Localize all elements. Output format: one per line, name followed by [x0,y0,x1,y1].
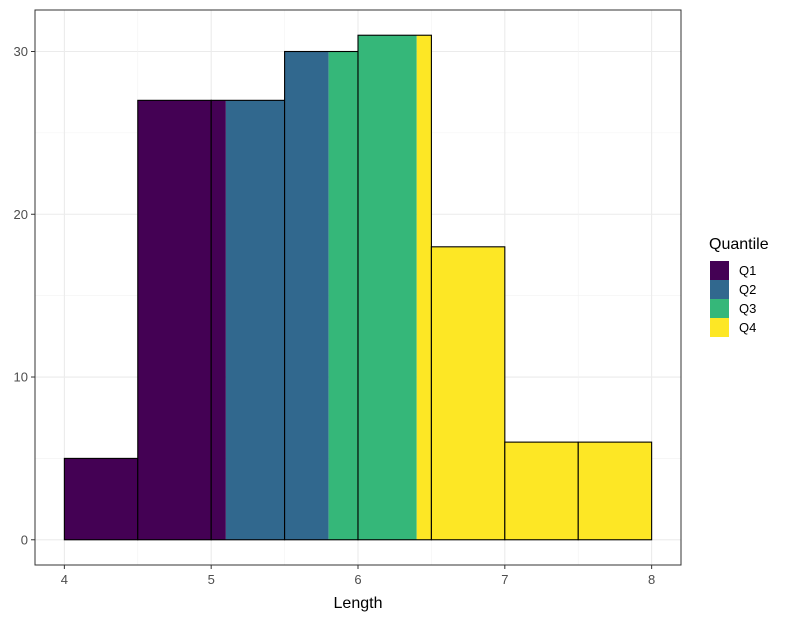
y-tick-label: 30 [14,44,28,59]
bars-group [63,34,653,541]
legend-items: Q1 Q2 Q3 Q4 [710,261,756,337]
histogram-bar-fill-q2 [225,100,285,540]
histogram-bar-fill-q4 [504,442,579,540]
histogram-bar [430,246,506,541]
legend-label-q4: Q4 [739,320,756,335]
x-tick-label: 4 [61,572,68,587]
histogram-bar-fill-q3 [358,35,417,540]
legend-key-q1 [710,261,729,280]
legend-label-q2: Q2 [739,282,756,297]
legend-key-q3 [710,299,729,318]
histogram-bar-fill-q1 [137,100,212,540]
x-tick-label: 8 [648,572,655,587]
legend: Quantile Q1 Q2 Q3 Q4 [709,236,769,337]
histogram-bar-fill-q1 [211,100,226,540]
legend-label-q3: Q3 [739,301,756,316]
histogram-bar-fill-q4 [578,442,652,540]
histogram-bar-fill-q3 [328,51,358,540]
legend-label-q1: Q1 [739,263,756,278]
histogram-bar-fill-q4 [431,246,505,540]
y-tick-label: 20 [14,207,28,222]
legend-title: Quantile [709,236,769,253]
x-tick-label: 6 [354,572,361,587]
x-axis-title: Length [334,595,383,612]
legend-key-q2 [710,280,729,299]
y-tick-label: 0 [21,532,28,547]
histogram-bar-fill-q2 [284,51,329,540]
y-tick-label: 10 [14,370,28,385]
histogram-bar-fill-q4 [416,35,432,540]
x-axis: 4 5 6 7 8 [61,565,655,587]
histogram-bar-fill-q1 [64,458,138,540]
legend-key-q4 [710,318,729,337]
histogram-bar [577,441,653,541]
x-tick-label: 7 [501,572,508,587]
x-tick-label: 5 [208,572,215,587]
y-axis: 0 10 20 30 [14,44,35,547]
